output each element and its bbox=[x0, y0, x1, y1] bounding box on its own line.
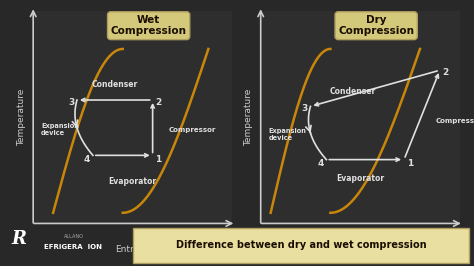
Text: Dry
Compression: Dry Compression bbox=[338, 15, 414, 36]
Text: Entropy: Entropy bbox=[343, 245, 378, 254]
Text: Expansion
device: Expansion device bbox=[41, 123, 79, 136]
Text: Temperature: Temperature bbox=[244, 88, 253, 146]
FancyBboxPatch shape bbox=[133, 228, 469, 263]
Text: Compressor: Compressor bbox=[436, 118, 474, 124]
Text: Compressor: Compressor bbox=[169, 127, 216, 133]
Text: Evaporator: Evaporator bbox=[109, 177, 157, 186]
Text: Difference between dry and wet compression: Difference between dry and wet compressi… bbox=[176, 240, 426, 250]
Text: Wet
Compression: Wet Compression bbox=[110, 15, 187, 36]
Text: 1: 1 bbox=[155, 155, 162, 164]
Text: 3: 3 bbox=[68, 98, 74, 107]
Text: 2: 2 bbox=[155, 98, 162, 107]
Text: 2: 2 bbox=[443, 68, 449, 77]
Text: Entropy: Entropy bbox=[115, 245, 150, 254]
Text: 1: 1 bbox=[407, 159, 413, 168]
Text: 4: 4 bbox=[317, 159, 324, 168]
Text: Evaporator: Evaporator bbox=[336, 174, 384, 184]
Text: Expansion
device: Expansion device bbox=[269, 128, 307, 140]
Text: Condenser: Condenser bbox=[91, 80, 138, 89]
Text: 4: 4 bbox=[84, 155, 90, 164]
Text: 3: 3 bbox=[301, 104, 308, 113]
Text: EFRIGERA  ION: EFRIGERA ION bbox=[45, 244, 102, 251]
Text: R: R bbox=[11, 230, 27, 248]
Text: Condenser: Condenser bbox=[329, 87, 375, 96]
Text: ALLANO: ALLANO bbox=[64, 234, 83, 239]
Text: Temperature: Temperature bbox=[17, 88, 26, 146]
